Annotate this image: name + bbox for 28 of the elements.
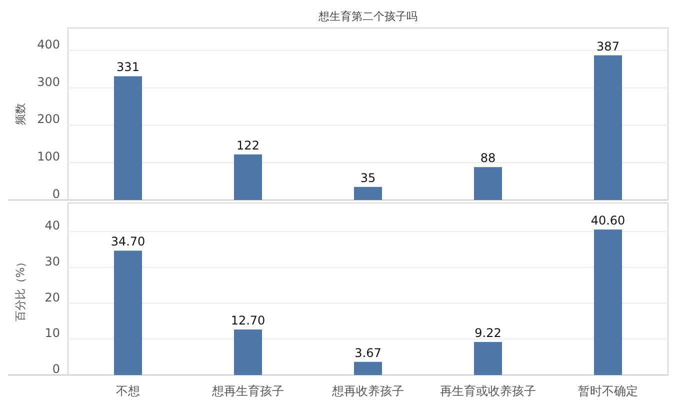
y-tick-label: 20 (44, 290, 60, 304)
x-tick-label: 想再生育孩子 (211, 384, 284, 398)
data-label: 34.70 (110, 234, 146, 249)
data-label: 40.60 (590, 214, 626, 228)
y-tick-label: 100 (37, 150, 60, 164)
y-tick-label: 400 (37, 37, 60, 52)
x-tick-label: 再生育或收养孩子 (440, 384, 536, 398)
data-label: 35 (360, 170, 376, 185)
chart-title: 想生育第二个孩子吗 (318, 10, 418, 23)
y-tick-label: 0 (52, 362, 60, 376)
y-tick-label: 0 (52, 187, 60, 201)
data-label: 387 (596, 39, 620, 54)
y-tick-label: 30 (44, 254, 60, 268)
data-label: 12.70 (230, 313, 266, 328)
y-tick-label: 300 (37, 74, 60, 89)
data-label: 331 (116, 60, 140, 74)
y-axis-title: 频数 (14, 103, 27, 125)
data-label: 88 (480, 151, 496, 166)
x-tick-label: 暂时不确定 (578, 384, 638, 398)
y-axis-title: 百分比（%） (14, 256, 27, 322)
data-label: 122 (236, 138, 260, 152)
y-tick-label: 10 (44, 326, 60, 340)
data-label: 3.67 (354, 346, 382, 360)
y-tick-label: 200 (37, 112, 60, 126)
x-tick-label: 不想 (116, 384, 140, 398)
y-tick-label: 40 (44, 218, 60, 233)
data-label: 9.22 (474, 326, 502, 340)
x-tick-label: 想再收养孩子 (331, 384, 404, 398)
